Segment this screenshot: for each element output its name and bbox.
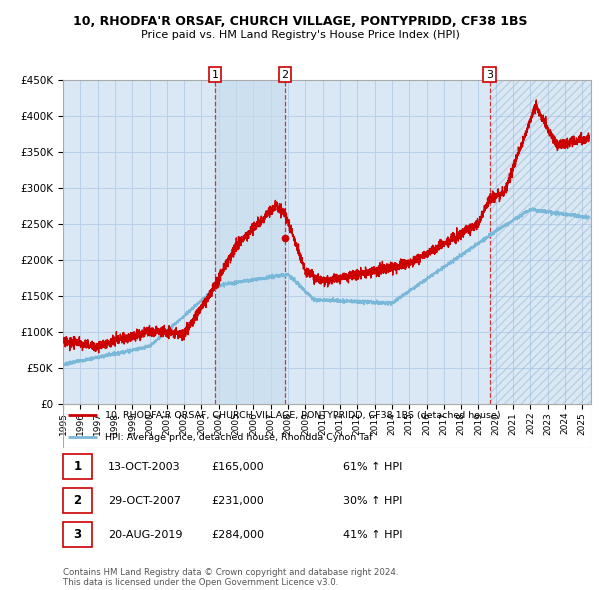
Text: 10, RHODFA'R ORSAF, CHURCH VILLAGE, PONTYPRIDD, CF38 1BS (detached house): 10, RHODFA'R ORSAF, CHURCH VILLAGE, PONT… xyxy=(105,411,501,419)
Text: Price paid vs. HM Land Registry's House Price Index (HPI): Price paid vs. HM Land Registry's House … xyxy=(140,30,460,40)
Text: £165,000: £165,000 xyxy=(211,461,263,471)
Text: 2: 2 xyxy=(281,70,289,80)
Bar xyxy=(63,489,92,513)
Text: 29-OCT-2007: 29-OCT-2007 xyxy=(108,496,181,506)
Text: 41% ↑ HPI: 41% ↑ HPI xyxy=(343,530,403,540)
Text: 3: 3 xyxy=(486,70,493,80)
Text: £231,000: £231,000 xyxy=(211,496,263,506)
Bar xyxy=(63,522,92,547)
Text: 10, RHODFA'R ORSAF, CHURCH VILLAGE, PONTYPRIDD, CF38 1BS: 10, RHODFA'R ORSAF, CHURCH VILLAGE, PONT… xyxy=(73,15,527,28)
Text: £284,000: £284,000 xyxy=(211,530,264,540)
Text: 20-AUG-2019: 20-AUG-2019 xyxy=(108,530,182,540)
Bar xyxy=(490,80,591,404)
Text: 13-OCT-2003: 13-OCT-2003 xyxy=(108,461,181,471)
Bar xyxy=(63,454,92,479)
Text: 3: 3 xyxy=(73,528,82,541)
Text: 1: 1 xyxy=(212,70,218,80)
Bar xyxy=(215,80,285,404)
Text: Contains HM Land Registry data © Crown copyright and database right 2024.
This d: Contains HM Land Registry data © Crown c… xyxy=(63,568,398,587)
Text: 30% ↑ HPI: 30% ↑ HPI xyxy=(343,496,402,506)
Text: HPI: Average price, detached house, Rhondda Cynon Taf: HPI: Average price, detached house, Rhon… xyxy=(105,433,373,442)
Text: 1: 1 xyxy=(73,460,82,473)
Text: 2: 2 xyxy=(73,494,82,507)
Text: 61% ↑ HPI: 61% ↑ HPI xyxy=(343,461,402,471)
